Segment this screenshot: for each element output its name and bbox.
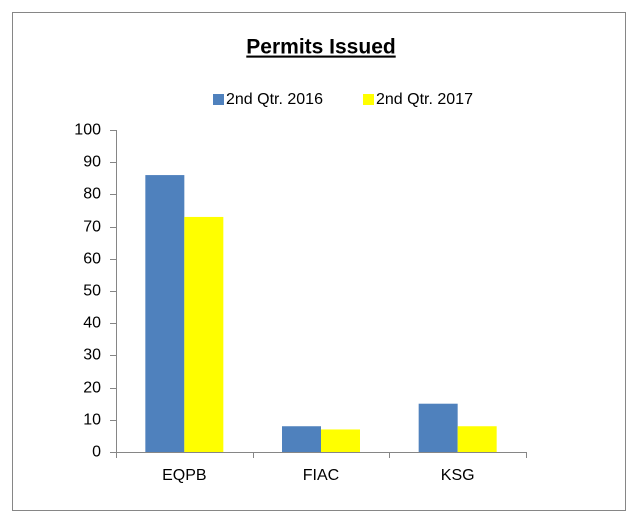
y-tick-label: 60 bbox=[83, 251, 101, 268]
legend-label: 2nd Qtr. 2017 bbox=[376, 91, 473, 108]
bar bbox=[457, 426, 497, 452]
x-tick-label: FIAC bbox=[303, 467, 339, 484]
legend-swatch bbox=[363, 94, 374, 105]
bar bbox=[184, 216, 224, 452]
bar bbox=[282, 426, 321, 452]
y-tick-label: 0 bbox=[92, 444, 101, 461]
y-tick-label: 20 bbox=[83, 380, 101, 397]
chart-title: Permits Issued bbox=[246, 36, 395, 59]
bar bbox=[145, 175, 185, 452]
bar bbox=[321, 429, 360, 452]
legend-swatch bbox=[213, 94, 224, 105]
legend-label: 2nd Qtr. 2016 bbox=[226, 91, 323, 108]
y-tick-label: 90 bbox=[83, 154, 101, 171]
y-tick-label: 50 bbox=[83, 283, 101, 300]
y-tick-label: 100 bbox=[74, 122, 101, 139]
x-tick-label: KSG bbox=[441, 467, 475, 484]
y-tick-label: 80 bbox=[83, 186, 101, 203]
bar bbox=[418, 403, 458, 452]
y-tick-label: 70 bbox=[83, 219, 101, 236]
y-tick-label: 40 bbox=[83, 315, 101, 332]
x-tick-label: EQPB bbox=[162, 467, 206, 484]
y-tick-label: 10 bbox=[83, 412, 101, 429]
y-tick-label: 30 bbox=[83, 347, 101, 364]
